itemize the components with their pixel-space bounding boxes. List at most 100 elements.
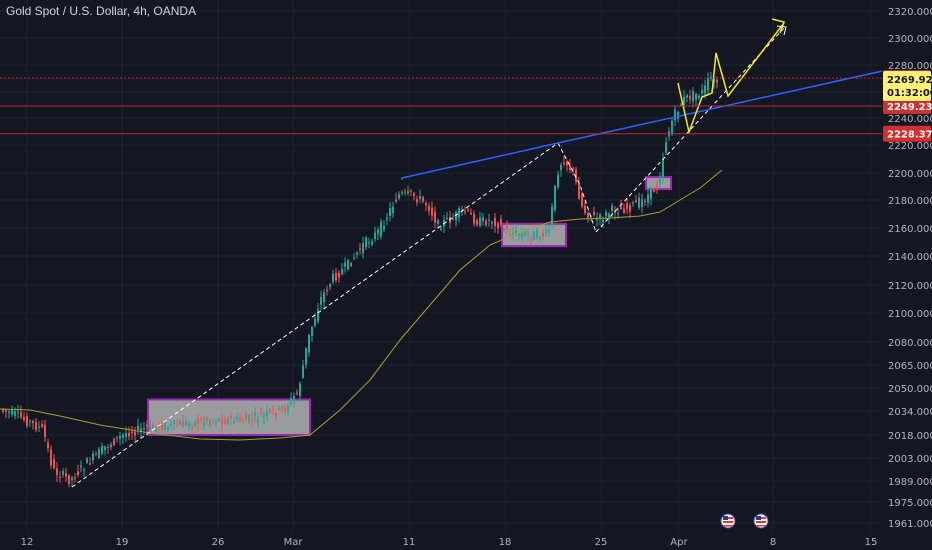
candle-body bbox=[224, 419, 226, 424]
candle-body bbox=[314, 318, 316, 326]
candle-body bbox=[197, 418, 199, 424]
candle-body bbox=[2, 409, 4, 412]
candle-body bbox=[272, 409, 274, 411]
candle-body bbox=[287, 405, 289, 412]
price-tick-label: 2300.000 bbox=[888, 34, 932, 45]
candle-body bbox=[152, 424, 154, 428]
candle-body bbox=[137, 425, 139, 431]
candle-body bbox=[299, 383, 301, 397]
candle-body bbox=[533, 231, 535, 240]
candle-body bbox=[182, 420, 184, 427]
candle-body bbox=[173, 420, 175, 425]
candle-body bbox=[542, 232, 544, 237]
price-tick-label: 1961.000 bbox=[888, 519, 932, 530]
candle-body bbox=[233, 421, 235, 424]
chart-grid bbox=[0, 0, 882, 532]
candle-body bbox=[296, 392, 298, 394]
candle-body bbox=[365, 237, 367, 248]
candle-body bbox=[422, 197, 424, 202]
candle-body bbox=[179, 421, 181, 425]
event-flags[interactable] bbox=[720, 513, 769, 529]
candle-body bbox=[149, 424, 151, 430]
time-axis[interactable]: 12 19 26 Mar 11 18 25 Apr 8 15 bbox=[0, 532, 932, 550]
candle-body bbox=[47, 442, 49, 449]
candle-body bbox=[458, 208, 460, 218]
candle-body bbox=[14, 411, 16, 416]
candle-body bbox=[38, 426, 40, 428]
candle-body bbox=[176, 424, 178, 426]
candle-body bbox=[434, 211, 436, 223]
us-flag-icon[interactable] bbox=[753, 513, 769, 529]
candle-body bbox=[470, 212, 472, 215]
candle-body bbox=[5, 410, 7, 412]
price-tick-label: 2240.000 bbox=[888, 114, 932, 125]
time-tick-label: Apr bbox=[670, 537, 688, 548]
consolidation-zones bbox=[147, 176, 672, 436]
candle-body bbox=[62, 471, 64, 475]
candle-body bbox=[305, 348, 307, 365]
candle-body bbox=[119, 435, 121, 439]
candle-body bbox=[572, 168, 574, 170]
candle-body bbox=[317, 309, 319, 322]
candle-body bbox=[647, 194, 649, 203]
candle-body bbox=[599, 214, 601, 219]
candle-body bbox=[530, 237, 532, 240]
candle-body bbox=[620, 206, 622, 210]
price-axis[interactable]: 2320.0002300.0002280.0002260.0002240.000… bbox=[882, 0, 932, 550]
time-tick-label: Mar bbox=[284, 537, 304, 548]
candle-body bbox=[290, 397, 292, 404]
dashed-trend-line bbox=[71, 142, 559, 488]
candle-body bbox=[707, 78, 709, 91]
candle-body bbox=[131, 431, 133, 434]
price-tick-label: 1989.000 bbox=[888, 477, 932, 488]
candle-body bbox=[512, 232, 514, 236]
candle-body bbox=[626, 203, 628, 209]
candle-body bbox=[638, 197, 640, 208]
candle-body bbox=[230, 415, 232, 419]
consolidation-zone bbox=[645, 176, 672, 191]
candle-body bbox=[209, 421, 211, 425]
candle-body bbox=[158, 424, 160, 429]
candlestick-series bbox=[2, 71, 718, 488]
candle-body bbox=[584, 205, 586, 213]
candle-body bbox=[431, 207, 433, 216]
candle-body bbox=[221, 418, 223, 425]
candle-body bbox=[461, 208, 463, 210]
candle-body bbox=[260, 412, 262, 415]
candle-body bbox=[161, 424, 163, 431]
candle-body bbox=[68, 475, 70, 484]
candle-body bbox=[503, 229, 505, 231]
candle-body bbox=[194, 421, 196, 426]
candle-body bbox=[128, 432, 130, 437]
candle-body bbox=[524, 232, 526, 236]
candle-body bbox=[404, 191, 406, 193]
candle-body bbox=[437, 220, 439, 224]
price-countdown-label: 01:32:00 bbox=[887, 88, 932, 99]
candle-body bbox=[410, 190, 412, 192]
candle-body bbox=[686, 95, 688, 98]
candle-body bbox=[554, 185, 556, 211]
price-tick-label: 1975.000 bbox=[888, 498, 932, 509]
candle-body bbox=[536, 230, 538, 238]
candle-body bbox=[569, 165, 571, 171]
candle-body bbox=[71, 477, 73, 481]
candle-body bbox=[515, 230, 517, 234]
candle-body bbox=[206, 418, 208, 422]
candle-body bbox=[710, 77, 712, 79]
candle-body bbox=[23, 416, 25, 420]
price-level-label: 2249.233 bbox=[887, 102, 932, 113]
candle-body bbox=[89, 463, 91, 465]
us-flag-icon[interactable] bbox=[720, 513, 736, 529]
horizontal-levels bbox=[0, 77, 882, 135]
candle-body bbox=[617, 213, 619, 215]
candle-body bbox=[446, 217, 448, 219]
candle-body bbox=[239, 417, 241, 421]
candle-body bbox=[185, 421, 187, 425]
candle-body bbox=[482, 217, 484, 221]
candle-body bbox=[632, 202, 634, 204]
candle-body bbox=[248, 415, 250, 422]
candle-body bbox=[497, 223, 499, 229]
candle-body bbox=[698, 95, 700, 99]
candle-body bbox=[164, 423, 166, 430]
